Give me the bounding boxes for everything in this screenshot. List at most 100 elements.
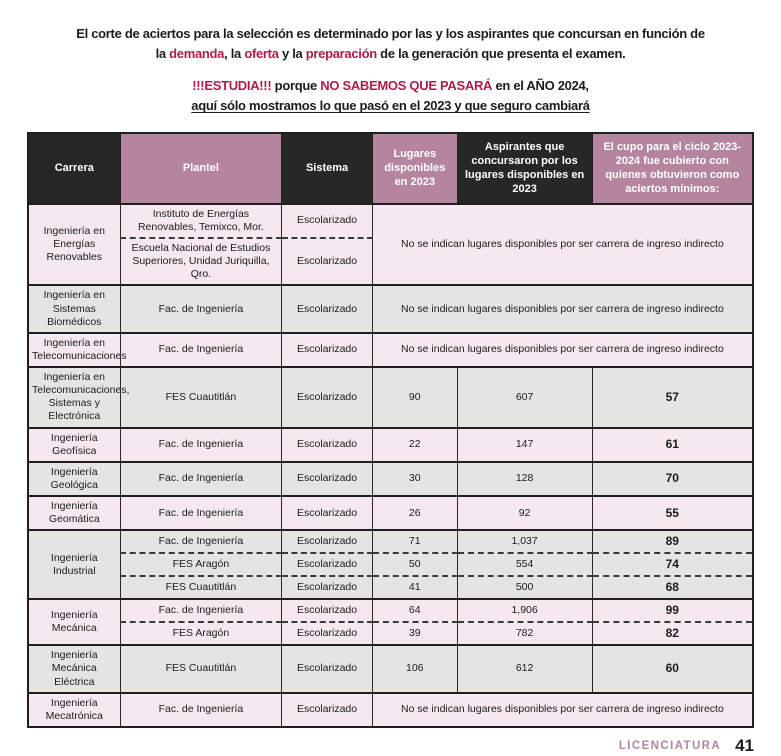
header-row: Carrera Plantel Sistema Lugares disponibles… bbox=[27, 132, 754, 205]
table-row: Escuela Nacional de Estudios Superiores,… bbox=[28, 236, 753, 286]
lugares-cell: 30 bbox=[371, 460, 458, 496]
sistema-cell: Escolarizado bbox=[281, 598, 373, 623]
table-row: Ingeniería en Sistemas Biomédicos Fac. de… bbox=[27, 284, 754, 333]
cupo-cell: 89 bbox=[591, 529, 754, 554]
body-text: en el AÑO 2024, bbox=[492, 78, 589, 94]
plantel-cell: Fac. de Ingeniería bbox=[119, 529, 283, 554]
page-number: 41 bbox=[735, 735, 754, 755]
career-cell: Ingeniería Industrial bbox=[27, 529, 121, 600]
section-label: LICENCIATURA bbox=[618, 739, 722, 752]
lugares-cell: 22 bbox=[371, 426, 458, 462]
aspirantes-cell: 128 bbox=[456, 460, 593, 496]
career-cell: Ingeniería en Energías Renovables bbox=[27, 202, 121, 286]
table-row: Ingeniería Mecánica Fac. de Ingeniería Esc… bbox=[27, 598, 754, 646]
career-cell: Ingeniería Mecánica bbox=[27, 598, 121, 646]
cupo-cell: 60 bbox=[591, 644, 754, 693]
cupo-cell: 74 bbox=[591, 552, 754, 577]
cupo-cell: 99 bbox=[591, 598, 754, 623]
aspirantes-cell: 782 bbox=[456, 621, 593, 646]
table-row: Ingeniería Mecánica Eléctrica FES Cuautit… bbox=[27, 644, 754, 693]
sistema-cell: Escolarizado bbox=[281, 621, 373, 646]
sistema-cell: Escolarizado bbox=[281, 460, 373, 496]
lugares-cell: 90 bbox=[371, 366, 458, 428]
plantel-cell: Fac. de Ingeniería bbox=[119, 426, 283, 462]
emphasis-text: demanda bbox=[169, 46, 225, 62]
text-line: !!!ESTUDIA!!! porque NO SABEMOS QUE PASA… bbox=[27, 76, 754, 96]
emphasis-text: !!!ESTUDIA!!! bbox=[192, 78, 272, 94]
column-header-1: Carrera bbox=[27, 132, 121, 205]
body-text: , la bbox=[224, 46, 245, 62]
text-line: El corte de aciertos para la selección e… bbox=[27, 24, 754, 44]
table-body: Ingeniería en Energías Renovables Institu… bbox=[27, 202, 754, 727]
sistema-cell: Escolarizado bbox=[281, 284, 373, 333]
aspirantes-cell: 500 bbox=[456, 575, 593, 600]
sistema-cell: Escolarizado bbox=[281, 236, 373, 286]
aspirantes-cell: 92 bbox=[456, 494, 593, 531]
career-cell: Ingeniería Geológica bbox=[27, 460, 121, 496]
cupo-cell: 57 bbox=[591, 366, 754, 428]
warning-paragraph: !!!ESTUDIA!!! porque NO SABEMOS QUE PASA… bbox=[27, 76, 754, 116]
body-text: aquí sólo mostramos lo que pasó en el 20… bbox=[191, 98, 590, 114]
table-row: Ingeniería Geofísica Fac. de Ingeniería Es… bbox=[27, 426, 754, 462]
sistema-cell: Escolarizado bbox=[281, 644, 373, 693]
plantel-cell: Fac. de Ingeniería bbox=[119, 494, 283, 531]
table-row: Ingeniería en Telecomunicaciones Fac. de … bbox=[27, 331, 754, 367]
emphasis-text: preparación bbox=[305, 46, 377, 62]
sistema-cell: Escolarizado bbox=[281, 202, 373, 238]
sistema-cell: Escolarizado bbox=[281, 494, 373, 531]
career-cell: Ingeniería en Telecomunicaciones bbox=[27, 331, 127, 367]
career-cell: Ingeniería en Telecomunicaciones, Sistem… bbox=[27, 366, 129, 428]
plantel-cell: FES Cuautitlán bbox=[119, 575, 283, 600]
table-row: FES Cuautitlán Escolarizado 41 500 68 bbox=[28, 575, 754, 600]
plantel-cell: FES Cuautitlán bbox=[119, 366, 283, 428]
sistema-cell: Escolarizado bbox=[281, 529, 373, 554]
table-header-row: Carrera Plantel Sistema Lugares disponibles… bbox=[27, 132, 754, 205]
table-row: Ingeniería en Telecomunicaciones, Sistem… bbox=[27, 366, 754, 428]
indirect-note-cell: No se indican lugares disponibles por se… bbox=[371, 691, 754, 727]
career-cell: Ingeniería Geofísica bbox=[27, 426, 121, 462]
table-row: FES Aragón Escolarizado 39 782 82 bbox=[28, 621, 754, 646]
aspirantes-cell: 607 bbox=[456, 366, 593, 428]
table-row: Ingeniería Geológica Fac. de Ingeniería Es… bbox=[27, 460, 754, 496]
career-cell: Ingeniería Mecánica Eléctrica bbox=[27, 644, 121, 693]
text-line: la demanda, la oferta y la preparación d… bbox=[27, 44, 754, 64]
body-text: El corte de aciertos para la selección e… bbox=[76, 26, 705, 41]
column-header-4: Lugares disponibles en 2023 bbox=[371, 132, 458, 205]
indirect-note-cell: No se indican lugares disponibles por se… bbox=[371, 202, 754, 286]
lugares-cell: 26 bbox=[371, 494, 458, 531]
body-text: de la generación que presenta el examen. bbox=[376, 46, 626, 62]
body-text: porque bbox=[271, 78, 321, 94]
table-row: Ingeniería Mecatrónica Fac. de Ingeniería… bbox=[27, 691, 754, 727]
career-cell: Ingeniería Mecatrónica bbox=[27, 691, 121, 727]
aspirantes-cell: 1,037 bbox=[456, 529, 593, 554]
cupo-cell: 82 bbox=[591, 621, 754, 646]
plantel-cell: Fac. de Ingeniería bbox=[119, 598, 283, 623]
career-cell: Ingeniería Geomática bbox=[27, 494, 121, 531]
cupo-cell: 68 bbox=[591, 575, 754, 600]
plantel-cell: Instituto de Energías Renovables, Temixc… bbox=[119, 202, 283, 238]
sistema-cell: Escolarizado bbox=[281, 575, 373, 600]
body-text: y la bbox=[278, 46, 306, 62]
plantel-cell: Escuela Nacional de Estudios Superiores,… bbox=[119, 236, 283, 286]
plantel-cell: Fac. de Ingeniería bbox=[119, 331, 283, 367]
plantel-cell: Fac. de Ingeniería bbox=[119, 691, 283, 727]
table-row: Ingeniería en Energías Renovables Institu… bbox=[27, 202, 754, 286]
sistema-cell: Escolarizado bbox=[281, 331, 373, 367]
table-row: Ingeniería Geomática Fac. de Ingeniería Es… bbox=[27, 494, 754, 531]
sistema-cell: Escolarizado bbox=[281, 552, 373, 577]
lugares-cell: 50 bbox=[371, 552, 458, 577]
sistema-cell: Escolarizado bbox=[281, 691, 373, 727]
body-text: la bbox=[155, 46, 170, 62]
plantel-cell: FES Aragón bbox=[119, 621, 283, 646]
indirect-note-cell: No se indican lugares disponibles por se… bbox=[371, 284, 754, 333]
aspirantes-cell: 1,906 bbox=[456, 598, 593, 623]
cupo-cell: 61 bbox=[591, 426, 754, 462]
indirect-note-cell: No se indican lugares disponibles por se… bbox=[371, 331, 754, 367]
plantel-cell: FES Aragón bbox=[119, 552, 283, 577]
lugares-cell: 106 bbox=[371, 644, 458, 693]
aspirantes-cell: 612 bbox=[456, 644, 593, 693]
emphasis-text: oferta bbox=[244, 46, 279, 62]
table-row: FES Aragón Escolarizado 50 554 74 bbox=[28, 552, 754, 577]
career-cell: Ingeniería en Sistemas Biomédicos bbox=[27, 284, 121, 333]
